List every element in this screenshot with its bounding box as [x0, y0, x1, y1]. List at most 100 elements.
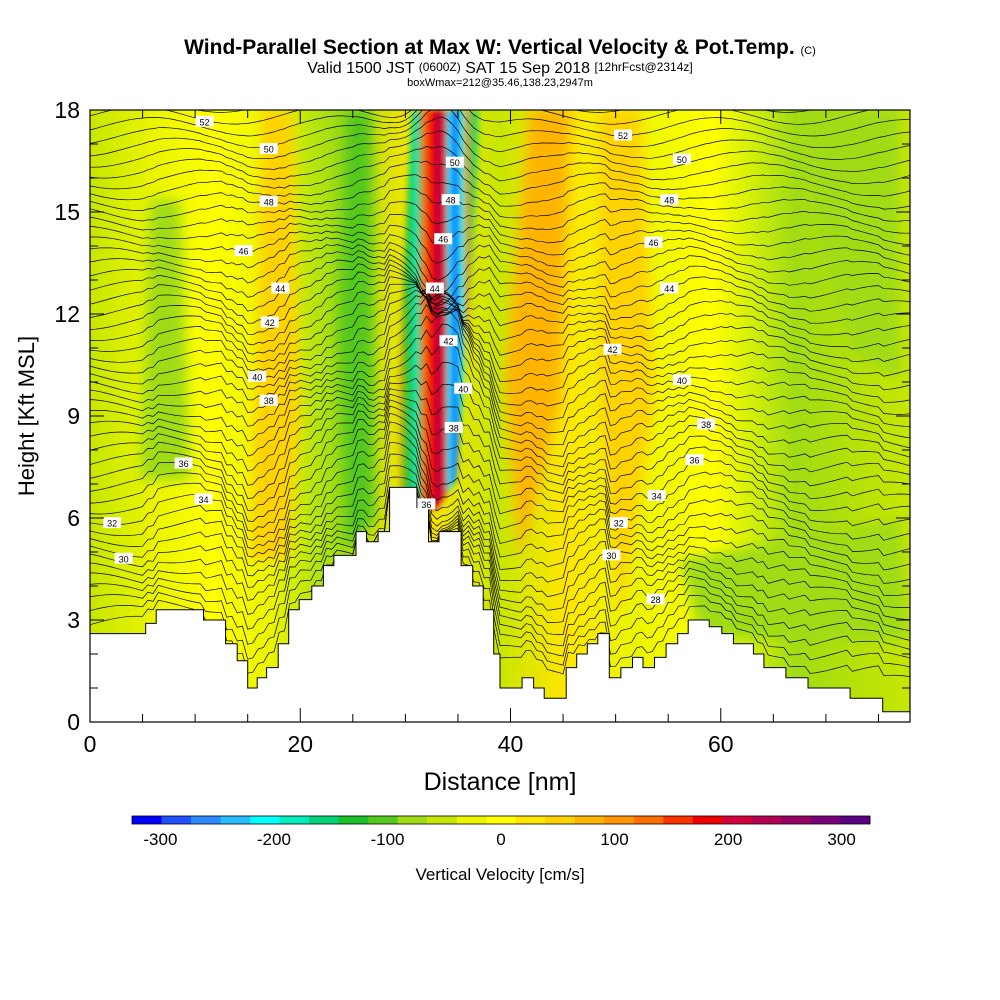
theta-label-bg	[647, 489, 666, 501]
theta-label-bg	[609, 517, 628, 529]
colorbar-swatch	[309, 816, 340, 824]
isentrope-line	[90, 442, 910, 596]
colorbar-swatch	[692, 816, 723, 824]
colorbar-tick-label: 0	[496, 830, 505, 849]
isentrope-line	[90, 393, 910, 512]
theta-label: 44	[660, 282, 679, 294]
isentrope-line	[90, 309, 910, 449]
theta-label-bg	[602, 549, 621, 561]
isentrope-line	[90, 188, 910, 234]
chart-title-text: Wind-Parallel Section at Max W: Vertical…	[184, 36, 795, 59]
theta-label: 40	[454, 382, 473, 394]
terrain-profile	[89, 486, 911, 723]
colorbar-swatch	[220, 816, 251, 824]
x-tick-label: 0	[84, 731, 97, 757]
theta-label-text: 46	[238, 247, 248, 257]
theta-label-text: 52	[618, 131, 628, 141]
theta-label: 50	[445, 156, 464, 168]
isentrope-line	[90, 110, 910, 160]
theta-label-bg	[660, 282, 679, 294]
y-tick-label: 18	[54, 97, 80, 123]
colorbar-swatch	[781, 816, 812, 824]
y-axis-label: Height [Kft MSL]	[14, 336, 39, 496]
theta-label: 52	[195, 115, 214, 127]
theta-label-bg	[445, 156, 464, 168]
colorbar-label: Vertical Velocity [cm/s]	[415, 865, 584, 884]
theta-label-text: 30	[606, 551, 616, 561]
isentrope-line	[90, 130, 910, 185]
x-tick-label: 40	[498, 731, 524, 757]
isentrope-line	[90, 160, 910, 210]
chart-subtitle: Valid 1500 JST (0600Z) SAT 15 Sep 2018 […	[0, 60, 1000, 78]
colorbar-swatch	[840, 816, 871, 824]
theta-label-bg	[174, 457, 193, 469]
isentrope-line	[90, 361, 910, 477]
isentrope-line	[90, 264, 910, 336]
isentrope-line	[90, 224, 910, 268]
valid-date: SAT 15 Sep 2018	[465, 60, 591, 77]
theta-label-bg	[114, 552, 133, 564]
theta-label-text: 50	[264, 145, 274, 155]
isentrope-line	[90, 248, 910, 307]
theta-label-bg	[425, 282, 444, 294]
colorbar-swatch	[574, 816, 605, 824]
theta-label-bg	[234, 245, 253, 257]
colorbar-swatch	[663, 816, 694, 824]
isentrope-line	[90, 146, 910, 197]
theta-label-text: 38	[449, 423, 459, 433]
isentrope-line	[90, 285, 910, 391]
theta-label: 42	[439, 335, 458, 347]
colorbar-swatch	[456, 816, 487, 824]
theta-label-bg	[614, 129, 632, 141]
isentrope-line	[90, 110, 910, 137]
theta-label-bg	[417, 498, 436, 510]
colorbar-swatch	[427, 816, 458, 824]
colorbar-swatch	[633, 816, 664, 824]
isentrope-line	[90, 288, 910, 403]
isentrope-line	[90, 290, 910, 415]
theta-label: 36	[174, 457, 193, 469]
y-tick-label: 15	[54, 199, 80, 225]
colorbar-swatch	[132, 816, 162, 824]
colorbar-swatch	[751, 816, 782, 824]
theta-label-bg	[259, 143, 278, 155]
theta-label: 50	[672, 153, 691, 165]
isentrope-line	[90, 453, 910, 608]
theta-label-bg	[672, 374, 691, 386]
colorbar-swatch	[545, 816, 576, 824]
isentrope-line	[90, 254, 910, 314]
colorbar-tick-label: 100	[600, 830, 628, 849]
mountain-wave-plume	[398, 110, 480, 510]
theta-label-bg	[248, 370, 267, 382]
theta-label-bg	[439, 335, 458, 347]
colorbar-swatch	[604, 816, 635, 824]
colorbar-tick-label: 300	[827, 830, 855, 849]
theta-label-bg	[103, 517, 122, 529]
theta-label-text: 46	[648, 238, 658, 248]
theta-label-text: 36	[689, 456, 699, 466]
theta-label: 38	[444, 421, 463, 433]
theta-label-text: 36	[179, 459, 189, 469]
theta-label: 34	[194, 493, 213, 505]
isentrope-line	[90, 377, 910, 487]
isentrope-line	[90, 431, 910, 584]
y-tick-label: 9	[67, 403, 80, 429]
isentrope-line	[90, 323, 910, 458]
theta-label-bg	[434, 233, 453, 245]
x-tick-label: 20	[287, 731, 313, 757]
colorbar-tick-label: -200	[257, 830, 291, 849]
isentrope-line	[90, 412, 910, 556]
theta-label-text: 48	[446, 196, 456, 206]
colorbar-tick-label: -100	[370, 830, 404, 849]
theta-label: 44	[271, 282, 290, 294]
theta-label: 42	[603, 343, 622, 355]
theta-label-text: 50	[450, 158, 460, 168]
theta-label-text: 50	[677, 155, 687, 165]
colorbar-swatch	[191, 816, 221, 824]
theta-label: 52	[614, 129, 632, 141]
theta-label-bg	[194, 493, 213, 505]
green-patch-low	[680, 520, 910, 640]
theta-label: 30	[602, 549, 621, 561]
theta-label-text: 44	[664, 284, 674, 294]
